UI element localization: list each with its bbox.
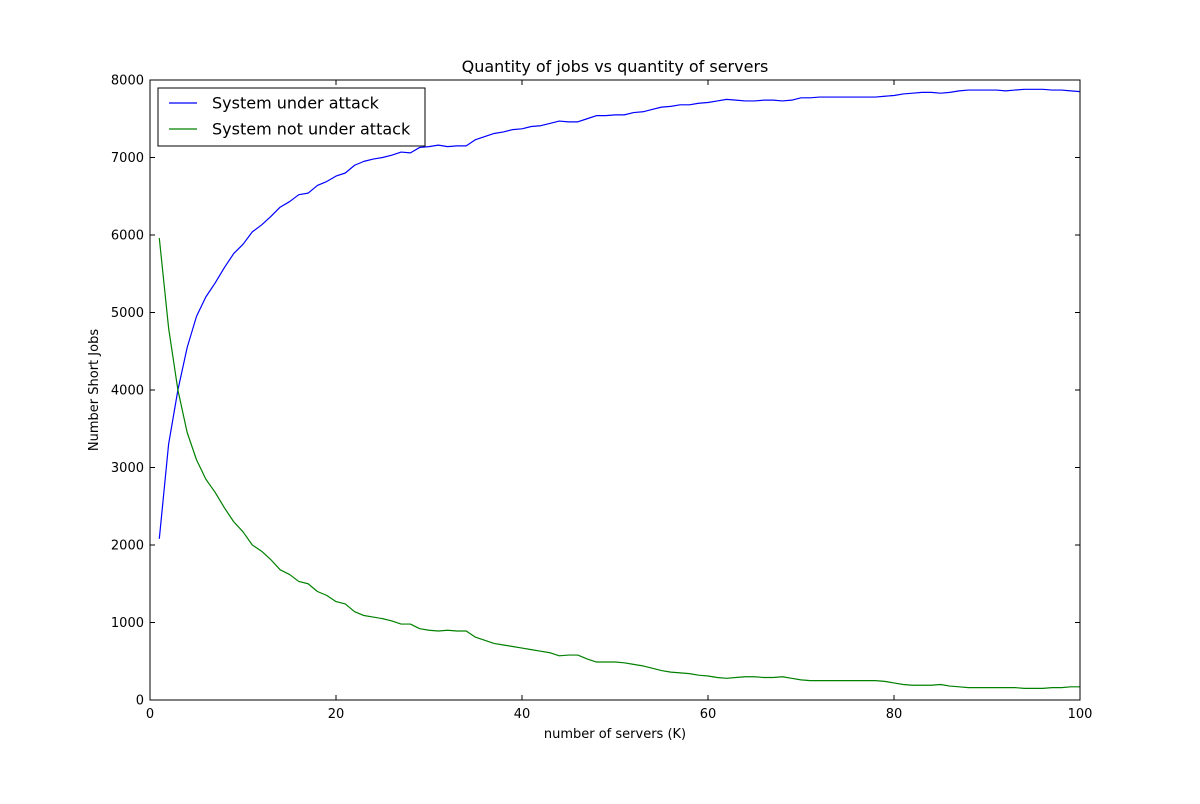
y-tick-label: 8000: [111, 74, 144, 89]
y-tick-label: 2000: [111, 539, 144, 554]
legend-label-2: System not under attack: [212, 120, 411, 139]
axis-ticks: 0 20 40 60 80 1000100020003000400050006000700…: [111, 74, 1093, 723]
legend-box: [157, 87, 426, 147]
x-tick-label: 40: [514, 707, 531, 722]
y-axis-label: Number Short Jobs: [87, 329, 102, 451]
y-tick-label: 7000: [111, 151, 144, 166]
y-tick-label: 6000: [111, 229, 144, 244]
x-axis-label: number of servers (K): [544, 727, 686, 742]
x-tick-label: 0: [146, 707, 154, 722]
y-tick-label: 3000: [111, 461, 144, 476]
legend: System under attack System not under atta…: [157, 87, 426, 147]
x-tick-label: 100: [1068, 707, 1093, 722]
y-tick-label: 1000: [111, 616, 144, 631]
series-line-1: [158, 88, 1081, 539]
plot-frame: [149, 79, 1081, 701]
legend-label-1: System under attack: [212, 94, 380, 113]
x-tick-label: 20: [328, 707, 345, 722]
series-line-2: [158, 238, 1080, 689]
y-tick-label: 0: [136, 694, 144, 709]
chart-title: Quantity of jobs vs quantity of servers: [462, 57, 769, 76]
series-lines: [158, 88, 1081, 689]
x-tick-label: 60: [700, 707, 717, 722]
y-tick-label: 4000: [111, 384, 144, 399]
y-tick-label: 5000: [111, 306, 144, 321]
x-tick-label: 80: [886, 707, 903, 722]
